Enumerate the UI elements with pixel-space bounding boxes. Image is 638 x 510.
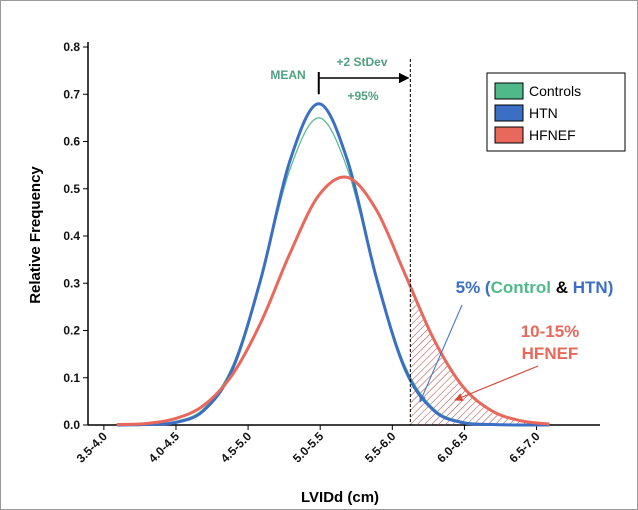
- y-tick-label: 0.8: [63, 40, 80, 54]
- callout-part: 5% (: [456, 278, 491, 297]
- sd-label: +2 StDev: [336, 55, 387, 69]
- legend-swatch: [494, 126, 524, 144]
- callout-arrow: [419, 304, 463, 403]
- y-tick-label: 0.0: [63, 418, 80, 432]
- legend-swatch: [494, 104, 524, 122]
- shaded-region: [410, 286, 550, 425]
- y-tick-label: 0.1: [63, 371, 80, 385]
- legend-label: HTN: [529, 105, 558, 121]
- y-tick-label: 0.3: [63, 276, 80, 290]
- y-tick-label: 0.2: [63, 324, 80, 338]
- legend-swatch: [494, 82, 524, 100]
- callout-part: ): [608, 278, 614, 297]
- y-tick-label: 0.4: [63, 229, 80, 243]
- mean-label: MEAN: [270, 68, 305, 82]
- pct-label: +95%: [347, 89, 378, 103]
- callout-part: &: [551, 278, 573, 297]
- y-axis-label: Relative Frequency: [27, 166, 44, 304]
- y-tick-label: 0.7: [63, 87, 80, 101]
- x-axis-label: LVIDd (cm): [301, 489, 379, 506]
- callout-part: HTN: [573, 278, 608, 297]
- legend-label: Controls: [529, 83, 581, 99]
- y-tick-label: 0.5: [63, 182, 80, 196]
- callout-part: Control: [491, 278, 551, 297]
- series-line: [116, 175, 550, 427]
- legend-label: HFNEF: [529, 127, 576, 143]
- callout-hfnef: 10-15%: [521, 322, 580, 341]
- callout-arrow: [454, 365, 539, 402]
- callout-control-htn: 5% (Control & HTN): [432, 278, 628, 297]
- series-line: [116, 102, 550, 427]
- legend: Controls HTN HFNEF: [486, 72, 626, 152]
- y-tick-label: 0.6: [63, 135, 80, 149]
- callout-hfnef: HFNEF: [522, 344, 579, 363]
